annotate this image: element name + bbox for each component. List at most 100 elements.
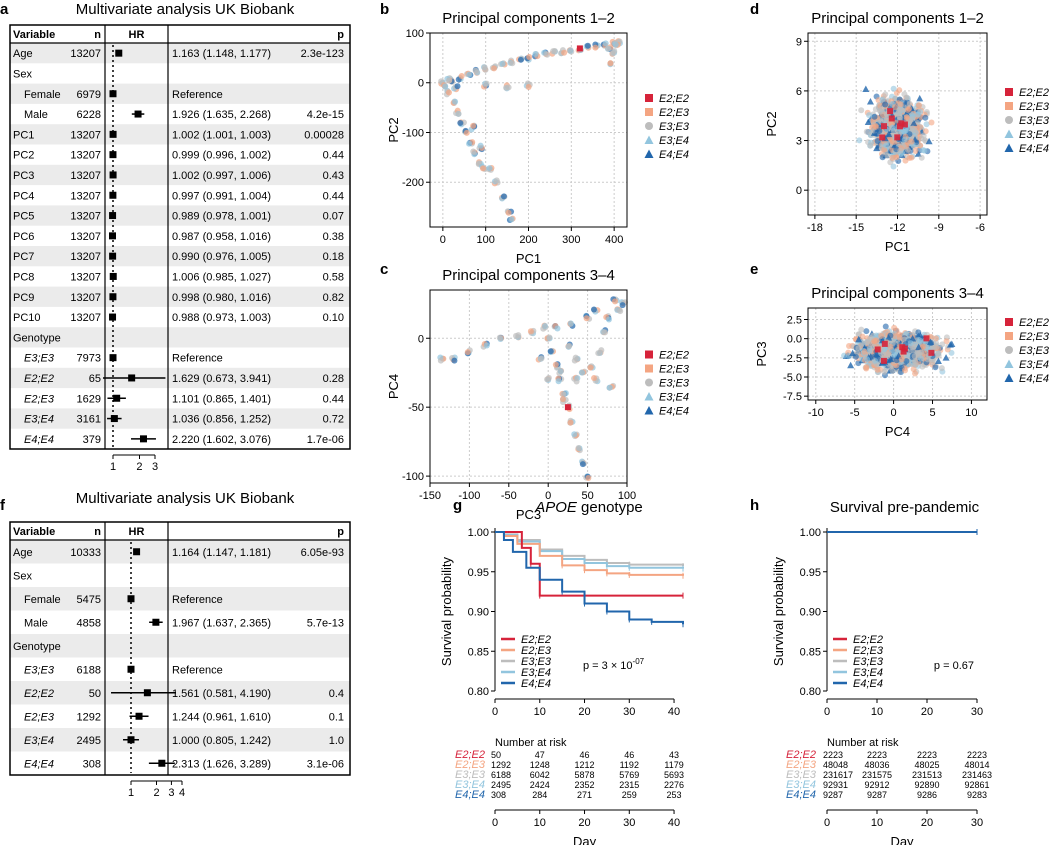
- forest-header-bg: [10, 522, 350, 540]
- y-tick-label: 6: [796, 86, 802, 98]
- km-curve-E3E3: [495, 531, 684, 567]
- table-row-n: 2495: [77, 735, 101, 747]
- table-row-hr-text: 0.988 (0.973, 1.003): [172, 312, 271, 324]
- risk-cell: 9286: [917, 790, 937, 800]
- hr-point: [109, 293, 117, 301]
- risk-cell: 2223: [867, 750, 887, 760]
- scatter-point: [517, 56, 524, 63]
- table-row-n: 13207: [70, 150, 101, 162]
- legend-label: E4;E4: [853, 678, 883, 690]
- scatter-point: [863, 128, 870, 135]
- forest-axis-tick-label: 2: [136, 461, 142, 473]
- table-row-hr-text: 1.036 (0.856, 1.252): [172, 414, 271, 426]
- table-row-bg: [10, 83, 350, 104]
- table-row-p: 6.05e-93: [301, 547, 344, 559]
- scatter-point: [920, 147, 927, 154]
- x-tick-label: 400: [605, 234, 623, 246]
- table-row-label: PC6: [13, 231, 34, 243]
- hr-point: [109, 130, 117, 138]
- risk-cell: 9287: [823, 790, 843, 800]
- plot-frame: [429, 289, 628, 484]
- scatter-point: [437, 357, 444, 364]
- x-tick-label: -6: [975, 222, 985, 234]
- scatter-point: [564, 404, 571, 411]
- x-tick-label: 5: [929, 407, 935, 419]
- scatter-point: [585, 474, 592, 481]
- table-row-label: E3;E4: [24, 735, 54, 747]
- table-row-p: 3.1e-06: [307, 758, 344, 770]
- table-row-p: 0.38: [323, 231, 344, 243]
- scatter-point: [550, 48, 557, 55]
- scatter-point: [912, 147, 919, 154]
- scatter-point: [867, 142, 874, 149]
- scatter-point: [472, 67, 479, 74]
- table-row-n: 13207: [70, 48, 101, 60]
- risk-cell: 50: [491, 750, 501, 760]
- table-row-hr-text: 0.998 (0.980, 1.016): [172, 292, 271, 304]
- risk-cell: 271: [577, 790, 592, 800]
- table-row-n: 5475: [77, 594, 101, 606]
- risk-cell: 92861: [964, 780, 989, 790]
- scatter-point: [602, 40, 609, 47]
- table-row-bg: [10, 408, 350, 429]
- legend-swatch: [1004, 359, 1014, 368]
- legend-swatch: [1004, 143, 1014, 152]
- km-title: APOE genotype: [534, 499, 643, 516]
- scatter-point: [605, 45, 612, 52]
- scatter-point: [547, 348, 554, 355]
- y-tick-label: 0.0: [787, 334, 802, 346]
- risk-row-label: E2;E3: [786, 759, 817, 771]
- scatter-point: [882, 323, 889, 330]
- scatter-point: [591, 375, 598, 382]
- y-tick-label: 0.80: [800, 686, 821, 698]
- scatter-point: [896, 114, 903, 121]
- scatter-point: [874, 346, 881, 353]
- hr-point: [127, 665, 135, 673]
- table-row-bg: [10, 205, 350, 226]
- scatter-point: [899, 344, 906, 351]
- scatter-point: [934, 357, 942, 364]
- scatter-point: [910, 119, 918, 127]
- scatter-point: [605, 316, 612, 323]
- scatter-point: [479, 165, 486, 172]
- table-row-bg: [10, 164, 350, 186]
- y-axis-label: PC4: [386, 374, 401, 399]
- scatter-point: [897, 147, 904, 154]
- scatter-point: [466, 140, 473, 147]
- table-row-label: E3;E3: [24, 353, 55, 365]
- risk-cell: 231463: [962, 770, 992, 780]
- scatter-point: [607, 60, 614, 67]
- forest-header-n: n: [94, 526, 101, 538]
- legend-label: E2;E2: [521, 634, 551, 646]
- table-row-p: 0.58: [323, 271, 344, 283]
- scatter-point: [446, 77, 453, 84]
- legend-label: E2;E2: [1019, 317, 1049, 329]
- scatter-point: [552, 361, 559, 368]
- scatter-point: [882, 101, 889, 108]
- risk-cell: 2223: [917, 750, 937, 760]
- table-row-p: 5.7e-13: [307, 617, 344, 629]
- x-tick-label: 30: [623, 706, 635, 718]
- scatter-point: [932, 364, 939, 371]
- legend-label: E4;E4: [1019, 373, 1049, 385]
- table-row-label: PC2: [13, 150, 34, 162]
- forest-header-n: n: [94, 29, 101, 41]
- risk-cell: 259: [622, 790, 637, 800]
- scatter-point: [871, 113, 878, 120]
- risk-title: Number at risk: [827, 737, 899, 749]
- legend-swatch: [645, 350, 653, 359]
- risk-cell: 1212: [575, 760, 595, 770]
- km-curve-E2E3: [495, 531, 684, 576]
- risk-row-label: E2;E2: [455, 749, 485, 761]
- y-tick-label: 0.90: [800, 607, 821, 619]
- forest-axis-tick-label: 1: [110, 461, 116, 473]
- y-axis-label: Survival probability: [771, 556, 786, 666]
- scatter-point: [929, 359, 936, 366]
- table-row-n: 308: [83, 758, 101, 770]
- scatter-point: [445, 89, 452, 96]
- scatter-point: [503, 84, 510, 91]
- x-tick-label: 10: [534, 817, 546, 829]
- risk-cell: 6188: [491, 770, 511, 780]
- table-row-n: 13207: [70, 271, 101, 283]
- scatter-point: [900, 348, 907, 355]
